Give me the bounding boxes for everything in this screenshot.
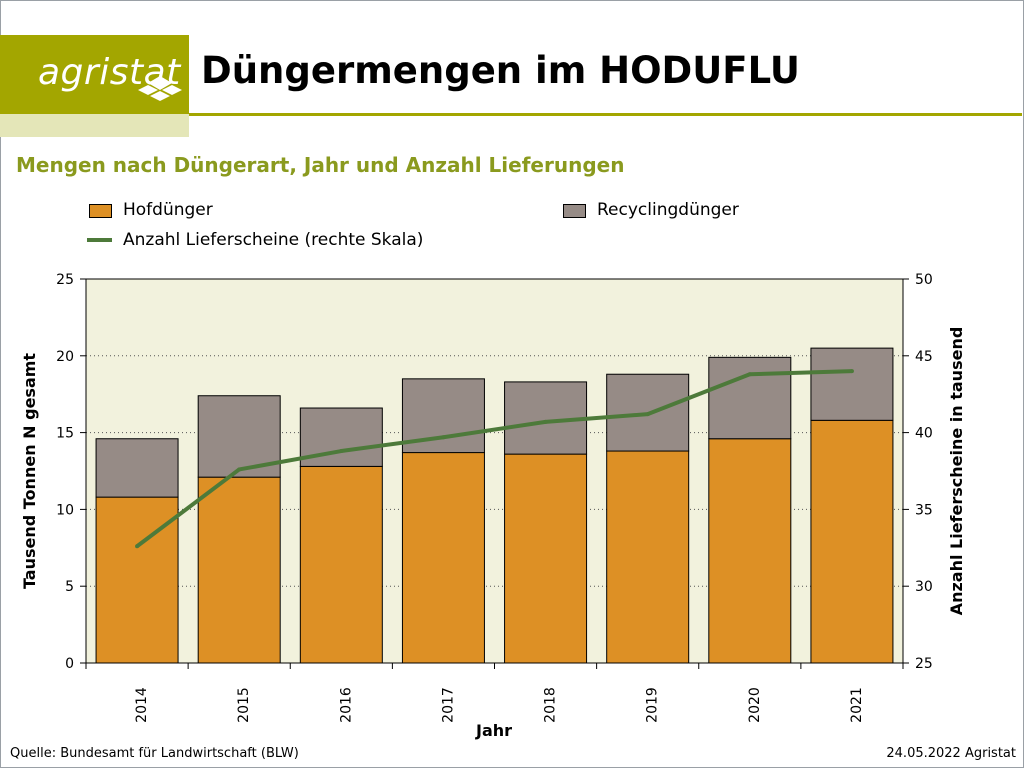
- point-lieferscheine-2015: [237, 467, 242, 472]
- y-tick-label: 10: [56, 502, 74, 518]
- y-tick-label: 20: [56, 349, 74, 365]
- x-tick-label-2016: 2016: [338, 687, 354, 723]
- x-tick-label-2014: 2014: [134, 687, 150, 723]
- logo-diamond-icon: [138, 76, 182, 101]
- footer-date: 24.05.2022 Agristat: [886, 746, 1016, 761]
- logo-box: [0, 35, 189, 114]
- bar-recycling-2021: [810, 347, 894, 421]
- point-lieferscheine-2019: [645, 412, 650, 417]
- logo-strip: [0, 114, 189, 137]
- bar-hofduenger-2017: [401, 452, 485, 664]
- y2-tick-label: 45: [915, 349, 933, 365]
- bar-hofduenger-2015: [197, 476, 281, 664]
- header-divider: [189, 113, 1022, 116]
- x-tick-label-2018: 2018: [543, 687, 559, 723]
- y2-tick-label: 40: [915, 426, 933, 442]
- point-lieferscheine-2017: [441, 435, 446, 440]
- legend-label-lieferscheine: Anzahl Lieferscheine (rechte Skala): [123, 230, 424, 250]
- y2-tick-label: 50: [915, 272, 933, 288]
- y-tick-label: 15: [56, 426, 74, 442]
- bar-hofduenger-2019: [606, 450, 690, 664]
- x-tick-label-2015: 2015: [236, 687, 252, 723]
- x-axis-title: Jahr: [475, 721, 512, 740]
- legend-label-recycling: Recyclingdünger: [597, 200, 739, 220]
- x-tick-label-2017: 2017: [440, 687, 456, 723]
- point-lieferscheine-2021: [849, 369, 854, 374]
- line-lieferscheine: [135, 369, 852, 548]
- legend-swatch-recycling: [563, 204, 586, 218]
- y2-axis-title: Anzahl Lieferscheine in tausend: [947, 327, 966, 616]
- bar-hofduenger-2020: [708, 438, 792, 664]
- x-tick-label-2021: 2021: [849, 687, 865, 723]
- y2-tick-label: 35: [915, 502, 933, 518]
- point-lieferscheine-2014: [135, 544, 140, 549]
- legend-swatch-lieferscheine: [87, 238, 112, 242]
- bar-hofduenger-2021: [810, 419, 894, 664]
- legend-label-hofduenger: Hofdünger: [123, 200, 213, 220]
- chart-subtitle: Mengen nach Düngerart, Jahr und Anzahl L…: [16, 153, 625, 177]
- y-tick-label: 0: [65, 656, 74, 672]
- bar-hofduenger-2014: [95, 496, 179, 664]
- x-tick-label-2020: 2020: [747, 687, 763, 723]
- bar-recycling-2020: [708, 356, 792, 440]
- y-axis-title: Tausend Tonnen N gesamt: [20, 353, 39, 589]
- legend-swatch-hofduenger: [89, 204, 112, 218]
- point-lieferscheine-2020: [747, 372, 752, 377]
- point-lieferscheine-2016: [339, 449, 344, 454]
- x-tick-label-2019: 2019: [645, 687, 661, 723]
- y2-tick-label: 30: [915, 579, 933, 595]
- y-tick-label: 25: [56, 272, 74, 288]
- page-title: Düngermengen im HODUFLU: [201, 49, 800, 92]
- y2-tick-label: 25: [915, 656, 933, 672]
- bar-hofduenger-2016: [299, 465, 383, 664]
- bar-hofduenger-2018: [504, 453, 588, 664]
- point-lieferscheine-2018: [543, 419, 548, 424]
- bar-recycling-2014: [95, 438, 179, 498]
- y-tick-label: 5: [65, 579, 74, 595]
- footer-source: Quelle: Bundesamt für Landwirtschaft (BL…: [10, 746, 299, 761]
